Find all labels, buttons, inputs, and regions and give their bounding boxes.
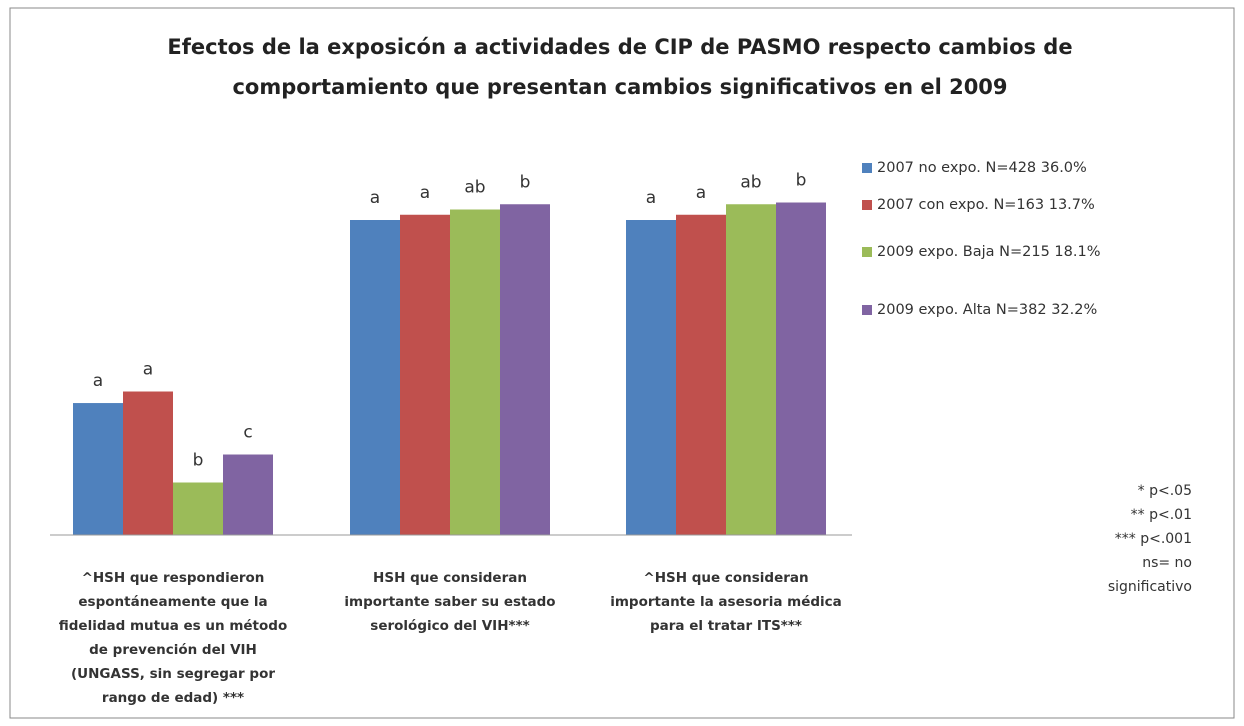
x-tick-label: ^HSH que respondieron [82, 570, 265, 586]
significance-letter: a [370, 188, 380, 208]
significance-letter: a [93, 371, 103, 391]
bar [350, 220, 400, 535]
significance-letter: a [420, 183, 430, 203]
x-tick-label: para el tratar ITS*** [650, 618, 802, 634]
bar [776, 202, 826, 535]
legend-label: 2007 no expo. N=428 36.0% [877, 160, 1087, 176]
x-tick-label: importante saber su estado [344, 594, 555, 610]
bar [676, 214, 726, 535]
x-tick-label: espontáneamente que la [78, 594, 267, 610]
significance-letter: b [520, 172, 531, 192]
x-tick-label: rango de edad) *** [102, 690, 244, 706]
significance-letter: a [143, 360, 153, 380]
x-tick-label: importante la asesoria médica [610, 594, 842, 610]
legend-swatch [862, 247, 872, 257]
significance-letter: ab [464, 178, 485, 198]
bar [726, 204, 776, 535]
legend-swatch [862, 163, 872, 173]
legend-label: 2007 con expo. N=163 13.7% [877, 197, 1095, 213]
chart-title: comportamiento que presentan cambios sig… [232, 75, 1007, 99]
footnote: ns= no [1142, 555, 1192, 571]
bar [500, 204, 550, 535]
chart-border [9, 7, 1235, 719]
legend-label: 2009 expo. Alta N=382 32.2% [877, 302, 1097, 318]
significance-letter: a [696, 183, 706, 203]
bar [173, 482, 223, 535]
x-tick-label: serológico del VIH*** [370, 618, 529, 634]
bar [73, 403, 123, 535]
footnote: *** p<.001 [1115, 531, 1192, 547]
footnote: ** p<.01 [1131, 507, 1192, 523]
x-tick-label: ^HSH que consideran [643, 570, 808, 586]
significance-letter: b [796, 171, 807, 191]
legend-swatch [862, 200, 872, 210]
x-tick-label: fidelidad mutua es un método [59, 618, 287, 634]
x-tick-label: de prevención del VIH [89, 642, 257, 658]
bar [223, 454, 273, 535]
footnote: significativo [1108, 579, 1192, 595]
bar [123, 391, 173, 535]
significance-letter: b [193, 451, 204, 471]
bar [626, 220, 676, 535]
footnote: * p<.05 [1138, 483, 1192, 499]
significance-letter: ab [740, 172, 761, 192]
significance-letter: a [646, 188, 656, 208]
x-tick-label: HSH que consideran [373, 570, 527, 586]
x-tick-label: (UNGASS, sin segregar por [71, 666, 275, 682]
bar [400, 214, 450, 535]
significance-letter: c [243, 423, 252, 443]
legend-swatch [862, 305, 872, 315]
chart-title: Efectos de la exposicón a actividades de… [167, 35, 1072, 59]
legend-label: 2009 expo. Baja N=215 18.1% [877, 244, 1101, 260]
bar [450, 209, 500, 535]
